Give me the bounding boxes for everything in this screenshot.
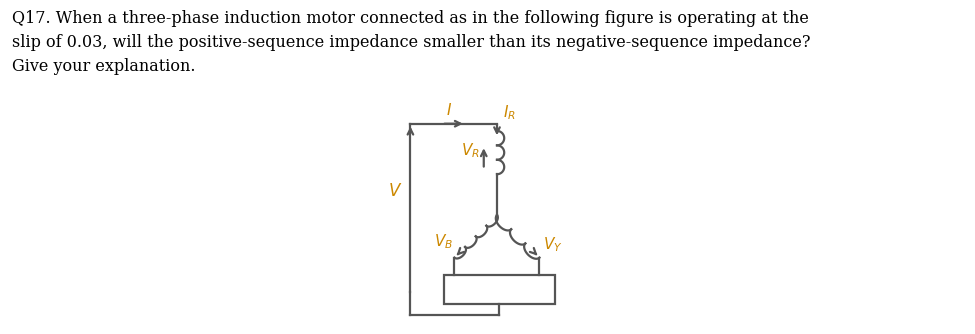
Text: $V_Y$: $V_Y$ [543, 235, 563, 254]
Text: Q17. When a three-phase induction motor connected as in the following figure is : Q17. When a three-phase induction motor … [12, 10, 810, 75]
Text: $I$: $I$ [446, 102, 452, 118]
Text: $V$: $V$ [388, 183, 402, 199]
Text: $V_R$: $V_R$ [461, 141, 480, 160]
Text: $V_B$: $V_B$ [434, 233, 453, 252]
Text: $I_R$: $I_R$ [503, 104, 516, 122]
Bar [444, 275, 555, 304]
